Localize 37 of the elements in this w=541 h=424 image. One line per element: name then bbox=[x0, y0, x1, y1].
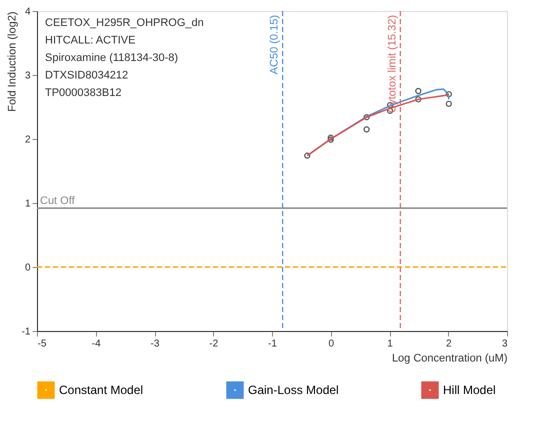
ref-line-label: AC50 (0.15) bbox=[268, 15, 281, 74]
x-tick-label: -5 bbox=[38, 338, 47, 350]
x-tick-label: -1 bbox=[268, 338, 278, 350]
point bbox=[446, 100, 452, 107]
point bbox=[363, 126, 370, 132]
annotation: HITCALL: ACTIVE bbox=[45, 34, 136, 46]
annotation: CEETOX_H295R_OHPROG_dn bbox=[45, 17, 204, 29]
ref-line-label: Cut Off bbox=[40, 195, 76, 208]
point bbox=[415, 88, 422, 94]
y-tick-label: 3 bbox=[24, 70, 31, 82]
y-tick-label: 2 bbox=[24, 134, 31, 146]
y-tick-label: 0 bbox=[24, 262, 31, 274]
y-tick-label: -1 bbox=[22, 326, 31, 338]
legend-label: Hill Model bbox=[443, 383, 496, 398]
annotation: Spiroxamine (118134-30-8) bbox=[45, 52, 178, 64]
point bbox=[304, 152, 310, 159]
x-tick-label: 1 bbox=[387, 338, 394, 350]
x-tick-label: 3 bbox=[502, 338, 508, 350]
y-axis-title: Fold Induction (log2) bbox=[6, 12, 19, 112]
y-tick-label: 4 bbox=[24, 6, 31, 18]
annotation: DTXSID8034212 bbox=[45, 70, 128, 82]
x-tick-label: 2 bbox=[446, 338, 452, 350]
x-tick-label: -2 bbox=[209, 338, 219, 350]
y-tick-label: 1 bbox=[24, 198, 31, 210]
legend-label: Gain-Loss Model bbox=[248, 383, 339, 398]
legend-label: Constant Model bbox=[59, 383, 144, 398]
point bbox=[328, 136, 334, 143]
point bbox=[415, 96, 422, 102]
point bbox=[328, 134, 334, 141]
x-tick-label: 0 bbox=[328, 338, 334, 350]
annotation: TP0000383B12 bbox=[45, 87, 122, 99]
point bbox=[363, 114, 370, 120]
x-tick-label: -4 bbox=[92, 338, 102, 350]
x-axis-title: Log Concentration (uM) bbox=[392, 352, 508, 364]
point bbox=[446, 91, 452, 98]
ref-line-label: Cytotox limit (15.32) bbox=[386, 15, 398, 113]
x-tick-label: -3 bbox=[150, 338, 160, 350]
